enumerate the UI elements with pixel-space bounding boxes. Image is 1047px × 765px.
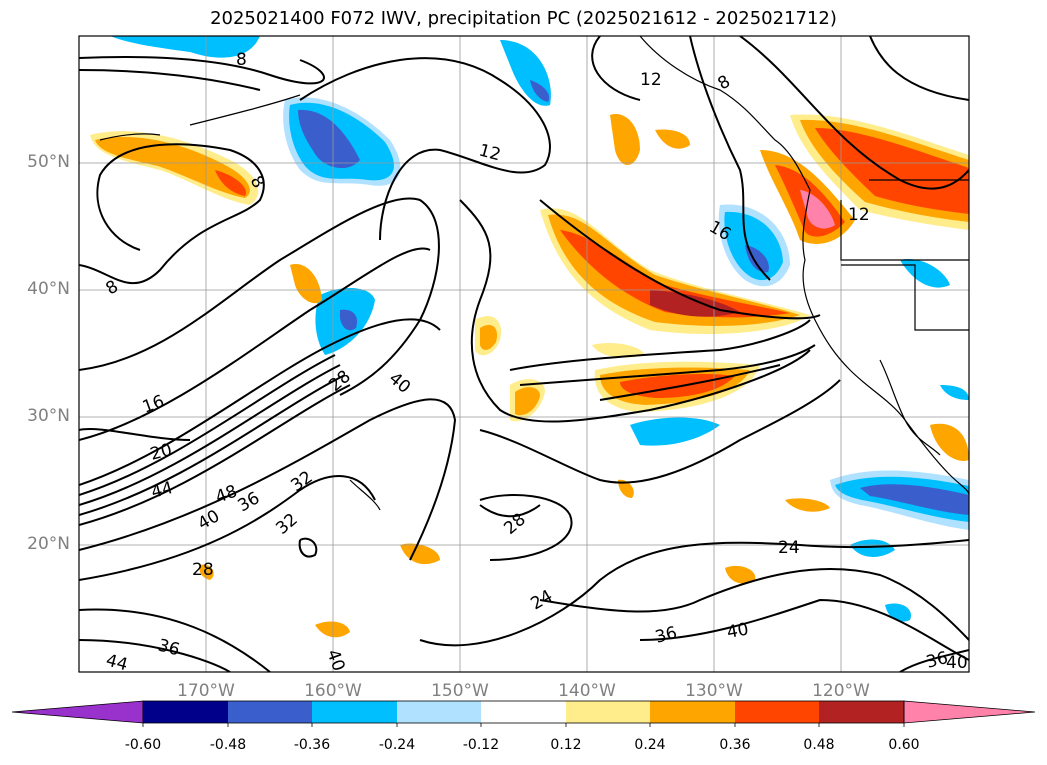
contour-label: 12 bbox=[848, 205, 870, 225]
colorbar-tick: 0.60 bbox=[888, 737, 920, 753]
lat-label-50n: 50°N bbox=[27, 152, 70, 172]
lon-label-160w: 160°W bbox=[304, 681, 362, 701]
lat-label-20n: 20°N bbox=[27, 534, 70, 554]
colorbar-tick: -0.12 bbox=[462, 737, 500, 753]
lon-label-120w: 120°W bbox=[812, 681, 870, 701]
lon-label-140w: 140°W bbox=[558, 681, 616, 701]
lat-label-40n: 40°N bbox=[27, 279, 70, 299]
map-title: 2025021400 F072 IWV, precipitation PC (2… bbox=[210, 8, 837, 29]
precip-shading bbox=[90, 36, 969, 638]
colorbar-segment bbox=[566, 701, 650, 723]
colorbar-segment bbox=[397, 701, 481, 723]
colorbar-tick: -0.24 bbox=[378, 737, 416, 753]
contour-label: 40 bbox=[946, 653, 968, 673]
lon-label-130w: 130°W bbox=[685, 681, 743, 701]
coastlines bbox=[99, 36, 969, 511]
colorbar-tick: 0.48 bbox=[803, 737, 835, 753]
colorbar bbox=[11, 700, 1036, 727]
contour-label: 24 bbox=[778, 538, 800, 558]
colorbar-segment bbox=[143, 701, 228, 723]
colorbar-tick: -0.60 bbox=[124, 737, 162, 753]
colorbar-extend-high bbox=[903, 700, 1036, 724]
colorbar-extend-low bbox=[11, 700, 144, 724]
colorbar-segment bbox=[650, 701, 735, 723]
contour-label: 12 bbox=[640, 70, 662, 90]
contour-label: 28 bbox=[192, 560, 214, 580]
colorbar-tick: -0.36 bbox=[293, 737, 331, 753]
iwv-contours bbox=[79, 36, 969, 672]
contour-label: 8 bbox=[236, 50, 247, 70]
lon-label-150w: 150°W bbox=[431, 681, 489, 701]
lon-label-170w: 170°W bbox=[177, 681, 235, 701]
lat-label-30n: 30°N bbox=[27, 406, 70, 426]
colorbar-segment bbox=[735, 701, 819, 723]
colorbar-segment bbox=[481, 701, 566, 723]
colorbar-segment bbox=[819, 701, 904, 723]
map-plot: 8 8 8 8 12 12 12 16 16 20 28 40 44 48 36… bbox=[78, 35, 970, 676]
colorbar-tick: 0.24 bbox=[634, 737, 666, 753]
contour-label: 40 bbox=[725, 619, 750, 642]
colorbar-tick: 0.12 bbox=[550, 737, 582, 753]
colorbar-segment bbox=[228, 701, 312, 723]
colorbar-tick: 0.36 bbox=[719, 737, 751, 753]
contour-label: 36 bbox=[924, 648, 950, 673]
colorbar-tick: -0.48 bbox=[209, 737, 247, 753]
contour-label: 44 bbox=[104, 651, 130, 676]
grid-lines bbox=[79, 36, 969, 672]
colorbar-segment bbox=[312, 701, 397, 723]
map-frame bbox=[78, 35, 970, 673]
